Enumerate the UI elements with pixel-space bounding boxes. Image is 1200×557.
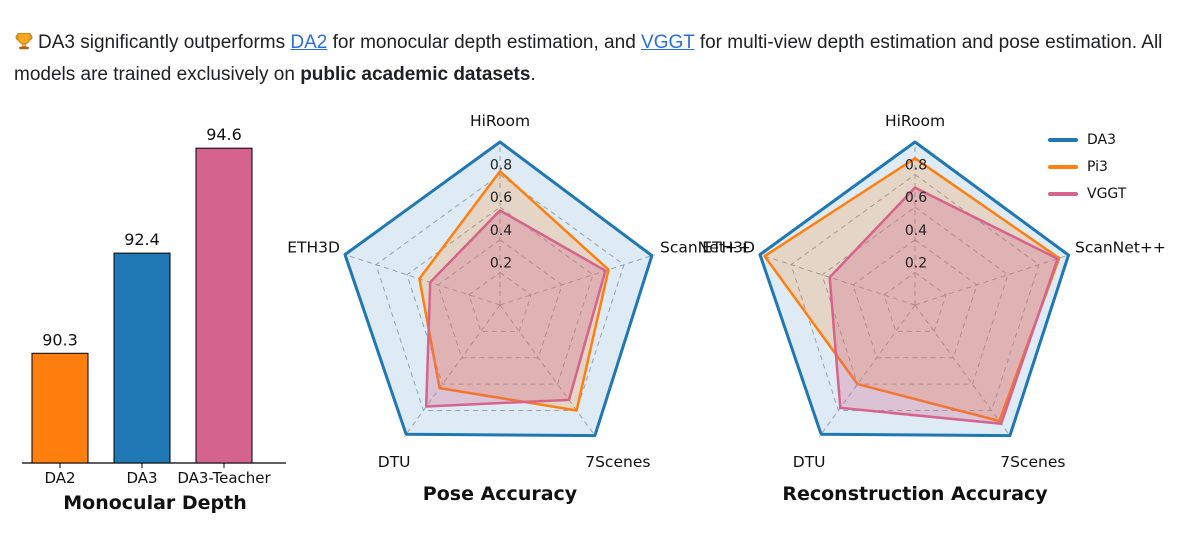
header-text-3: for multi-view depth estimation and pose… (14, 32, 1163, 85)
axis-label-ScanNet++: ScanNet++ (1075, 239, 1166, 257)
bar-tick-label: DA3-Teacher (177, 469, 271, 487)
axis-label-7Scenes: 7Scenes (1000, 453, 1065, 471)
bar-DA3-Teacher (195, 147, 253, 464)
chart-legend: DA3 Pi3 VGGT (1048, 132, 1126, 213)
grid-ring (437, 239, 563, 359)
ring-label: 0.2 (490, 255, 512, 271)
legend-entry-DA3: DA3 (1048, 132, 1126, 148)
bar-value-label: 94.6 (206, 125, 242, 144)
ring-label: 0.4 (905, 223, 927, 239)
grid-spoke (759, 254, 916, 306)
bar-chart-title: Monocular Depth (63, 492, 247, 514)
axis-label-7Scenes: 7Scenes (585, 453, 650, 471)
grid-ring (406, 206, 594, 385)
bar-DA3 (113, 252, 171, 464)
legend-label: VGGT (1087, 186, 1127, 202)
header-bold-text: public academic datasets (300, 63, 531, 85)
ring-label: 0.2 (905, 255, 927, 271)
axis-label-DTU: DTU (378, 453, 411, 471)
axis-label-HiRoom: HiRoom (470, 112, 530, 130)
grid-ring (821, 206, 1009, 385)
bar-value-label: 92.4 (124, 230, 160, 249)
bar-value-label: 90.3 (42, 330, 78, 349)
header-text-1: DA3 significantly outperforms (38, 32, 291, 53)
axis-label-HiRoom: HiRoom (885, 112, 945, 130)
axis-label-ScanNet++: ScanNet++ (660, 239, 751, 257)
reconstruction-accuracy-title: Reconstruction Accuracy (782, 483, 1048, 505)
series-VGGT (828, 186, 1059, 425)
legend-swatch (1048, 138, 1078, 142)
grid-spoke (403, 304, 501, 438)
grid-ring (883, 271, 947, 332)
grid-ring (790, 173, 1040, 411)
grid-ring (375, 173, 625, 411)
grid-ring (468, 271, 532, 332)
header-text-4: . (530, 63, 536, 85)
legend-swatch (1048, 192, 1078, 196)
header-text: DA3 significantly outperforms DA2 for mo… (14, 29, 1164, 89)
bar-tick-label: DA3 (126, 469, 157, 487)
legend-entry-Pi3: Pi3 (1048, 159, 1126, 175)
legend-label: DA3 (1087, 132, 1117, 148)
monocular-depth-chart: 90.3 DA2 92.4 DA3 94.6 DA3-Teacher Monocular … (20, 118, 290, 514)
legend-swatch (1048, 165, 1078, 169)
ring-label: 0.6 (490, 190, 512, 206)
da2-link[interactable]: DA2 (290, 32, 328, 53)
axis-label-ETH3D: ETH3D (287, 239, 340, 257)
grid-spoke (499, 304, 597, 438)
legend-entry-VGGT: VGGT (1048, 186, 1126, 202)
axis-label-ETH3D: ETH3D (702, 239, 755, 257)
pose-accuracy-radar: 0.2 0.4 0.6 0.8 HiRoom ScanNet++ 7Scenes DTU ETH… (287, 112, 751, 471)
grid-spoke (499, 254, 656, 306)
series-DA3 (343, 140, 654, 438)
pose-accuracy-title: Pose Accuracy (422, 483, 578, 505)
grid-spoke (344, 254, 501, 306)
monocular-depth-bar-chart: 90.3 DA2 92.4 DA3 94.6 DA3-Teacher (22, 125, 286, 487)
grid-ring (852, 239, 978, 359)
bar-tick-label: DA2 (44, 469, 75, 487)
header-text-2: for monocular depth estimation, and (327, 32, 642, 53)
bar-DA2 (31, 352, 89, 464)
trophy-icon (14, 31, 34, 61)
grid-spoke (818, 304, 916, 438)
ring-label: 0.8 (490, 158, 512, 174)
grid-spoke (914, 304, 1012, 438)
legend-label: Pi3 (1087, 159, 1108, 175)
axis-label-DTU: DTU (793, 453, 826, 471)
ring-label: 0.6 (905, 190, 927, 206)
grid-spoke (914, 254, 1071, 306)
ring-label: 0.4 (490, 223, 512, 239)
series-Pi3 (418, 170, 610, 412)
pose-accuracy-chart: 0.2 0.4 0.6 0.8 HiRoom ScanNet++ 7Scenes DTU ETH… (280, 100, 751, 505)
vggt-link[interactable]: VGGT (641, 32, 695, 53)
reconstruction-accuracy-radar: 0.2 0.4 0.6 0.8 HiRoom ScanNet++ 7Scenes DTU ETH… (702, 112, 1166, 471)
series-VGGT (424, 209, 607, 408)
ring-label: 0.8 (905, 158, 927, 174)
reconstruction-accuracy-chart: 0.2 0.4 0.6 0.8 HiRoom ScanNet++ 7Scenes DTU ETH… (695, 100, 1166, 505)
